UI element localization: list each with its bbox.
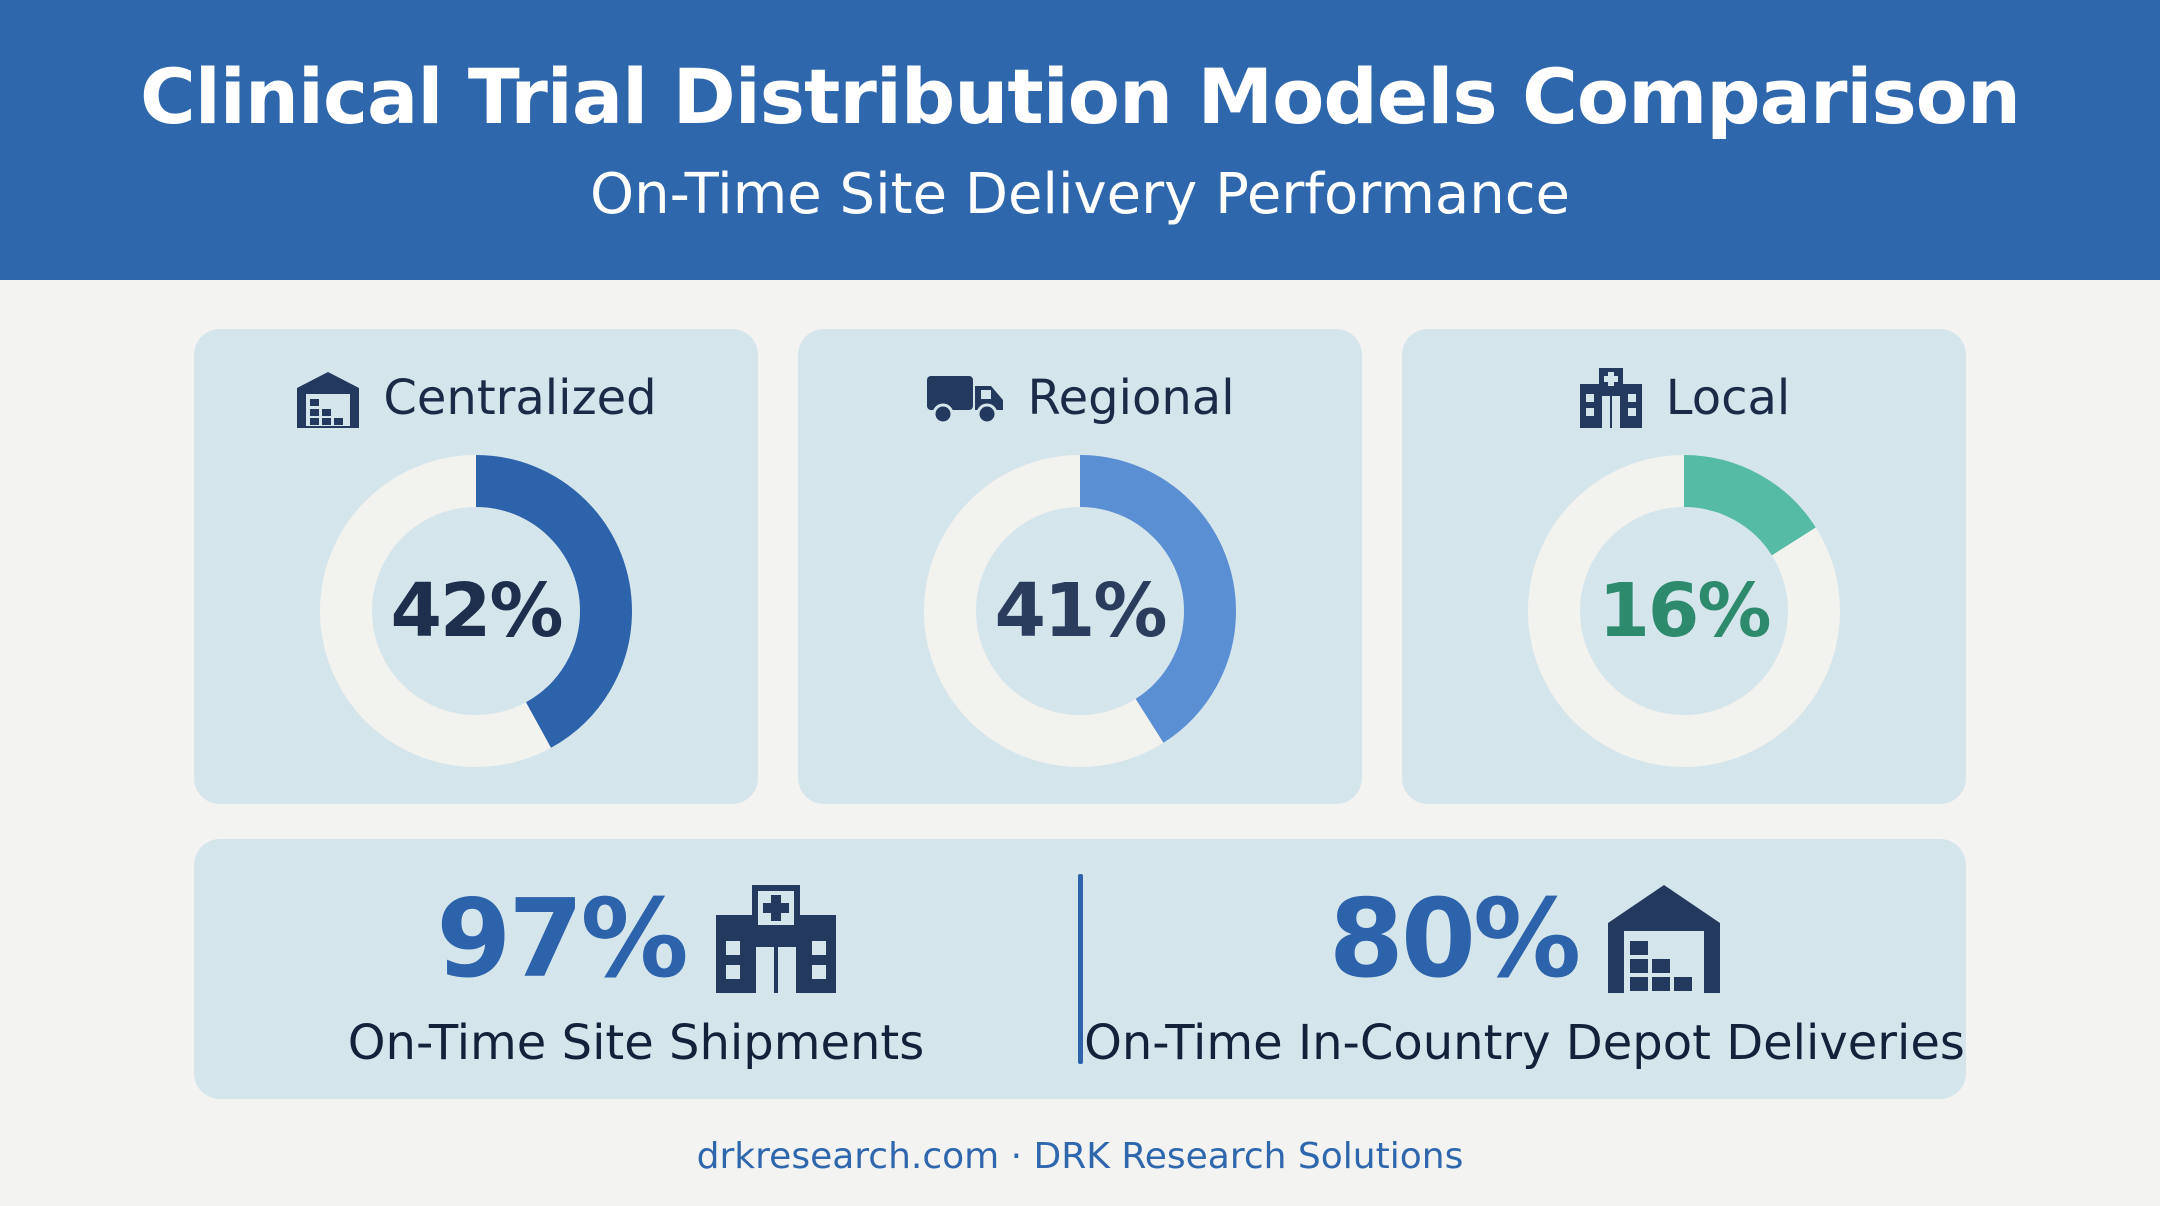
stat-value: 97% <box>436 876 689 1002</box>
truck-icon <box>927 376 1004 425</box>
card-regional: Regional 41% <box>798 329 1362 804</box>
depot-icon <box>1608 885 1721 993</box>
card-label: Regional <box>1027 370 1235 426</box>
divider <box>1078 874 1083 1064</box>
stat-depot-deliveries: 80% On-Time In-Country Depot Deliveries <box>1083 876 1966 1072</box>
donut-chart <box>1528 455 1840 767</box>
donut-value: 42% <box>390 568 563 654</box>
card-header: Regional <box>798 361 1362 435</box>
hospital-icon <box>715 885 836 993</box>
donut-chart <box>924 455 1236 767</box>
card-header: Local <box>1402 361 1966 435</box>
donut-arc <box>320 455 632 767</box>
stat-label: On-Time In-Country Depot Deliveries <box>1084 1015 1965 1071</box>
donut-arc <box>1528 455 1840 767</box>
stat-value: 80% <box>1328 876 1582 1002</box>
warehouse-icon <box>297 372 360 428</box>
page-subtitle: On-Time Site Delivery Performance <box>590 162 1570 227</box>
card-header: Centralized <box>194 361 758 435</box>
header-banner: Clinical Trial Distribution Models Compa… <box>0 0 2160 280</box>
footer-credit: drkresearch.com · DRK Research Solutions <box>696 1136 1464 1177</box>
page-title: Clinical Trial Distribution Models Compa… <box>139 52 2021 141</box>
donut-chart <box>320 455 632 767</box>
donut-value: 16% <box>1598 568 1771 654</box>
card-label: Centralized <box>383 370 657 426</box>
stat-site-shipments: 97% On-Time Site Shipments <box>194 876 1078 1072</box>
donut-arc <box>924 455 1236 767</box>
card-label: Local <box>1665 370 1791 426</box>
donut-value: 41% <box>994 568 1167 654</box>
card-local: Local 16% <box>1402 329 1966 804</box>
stats-panel: 97% On-Time Site Shipments 80% <box>194 839 1966 1099</box>
stat-label: On-Time Site Shipments <box>347 1015 925 1071</box>
card-centralized: Centralized 42% <box>194 329 758 804</box>
clinic-icon <box>1579 368 1642 428</box>
